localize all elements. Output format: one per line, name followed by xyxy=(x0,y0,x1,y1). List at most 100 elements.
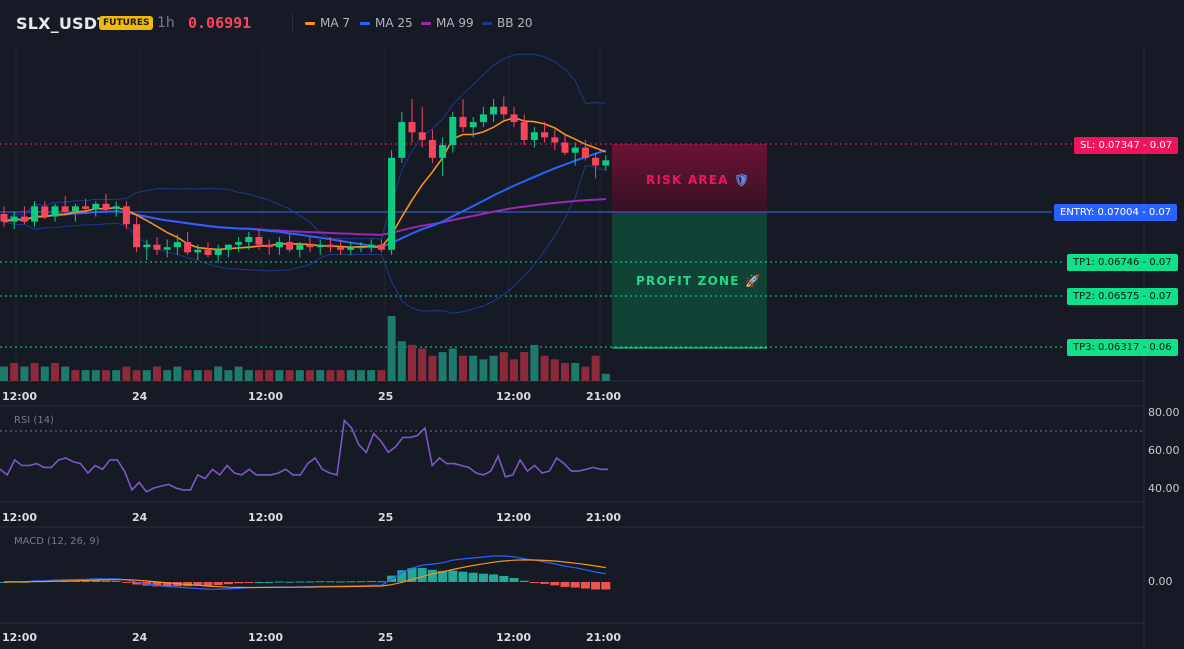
volume-bar xyxy=(601,373,610,381)
legend-ma99[interactable]: MA 99 xyxy=(421,16,474,30)
time-label: 12:00 xyxy=(496,631,531,644)
candle-body xyxy=(41,206,49,217)
candle-body xyxy=(224,244,232,250)
macd-histogram-bar xyxy=(448,570,458,582)
candle-body xyxy=(61,206,69,212)
header-divider xyxy=(292,14,293,32)
candle-body xyxy=(245,236,253,243)
macd-histogram-bar xyxy=(203,582,213,586)
macd-histogram-bar xyxy=(591,582,601,590)
volume-bar xyxy=(183,370,192,381)
candle-body xyxy=(418,132,426,140)
profit-zone-box xyxy=(612,213,767,348)
volume-bar xyxy=(479,359,488,381)
volume-bar xyxy=(336,370,345,381)
candle-body xyxy=(326,244,334,248)
volume-bar xyxy=(20,366,29,381)
volume-bar xyxy=(10,362,19,381)
volume-bar xyxy=(418,348,427,381)
volume-bar xyxy=(81,370,90,381)
time-label: 12:00 xyxy=(248,631,283,644)
volume-bar xyxy=(489,355,498,381)
volume-bar xyxy=(142,370,151,381)
macd-histogram-bar xyxy=(91,580,101,582)
macd-signal-line xyxy=(3,559,606,589)
candle-body xyxy=(337,247,345,250)
candle-body xyxy=(163,247,171,250)
macd-histogram-bar xyxy=(550,582,560,586)
volume-bar xyxy=(153,366,161,381)
time-label: 25 xyxy=(378,631,393,644)
macd-histogram-bar xyxy=(346,581,356,583)
volume-bar xyxy=(204,370,212,381)
macd-histogram-bar xyxy=(101,580,111,582)
volume-bar xyxy=(0,366,8,381)
volume-bar xyxy=(275,370,284,381)
ma99-swatch-icon xyxy=(421,21,431,25)
candle-body xyxy=(214,249,222,255)
macd-histogram-bar xyxy=(529,582,539,583)
legend-ma25-label: MA 25 xyxy=(375,16,413,30)
volume-bar xyxy=(30,362,39,381)
moving-averages xyxy=(3,116,607,251)
candle-body xyxy=(602,160,610,166)
legend-bb20[interactable]: BB 20 xyxy=(482,16,533,30)
volume-bar xyxy=(224,370,233,381)
volume-bar xyxy=(438,352,447,381)
tp2-tag: TP2: 0.06575 - 0.07 xyxy=(1067,288,1178,305)
candle-body xyxy=(184,242,192,253)
legend-bb20-label: BB 20 xyxy=(497,16,533,30)
candle-body xyxy=(235,242,243,245)
macd-histogram-bar xyxy=(285,581,295,583)
macd-histogram-bar xyxy=(213,582,223,586)
candle-body xyxy=(265,244,273,248)
trade-zones xyxy=(612,144,767,349)
volume-bar xyxy=(581,366,590,381)
candle-body xyxy=(133,224,141,248)
volume-bar xyxy=(316,370,325,381)
candle-body xyxy=(479,114,487,123)
candle-body xyxy=(398,122,406,158)
time-label: 25 xyxy=(378,511,393,524)
legend-ma7-label: MA 7 xyxy=(320,16,351,30)
macd-histogram-bar xyxy=(458,571,468,582)
legend-ma7[interactable]: MA 7 xyxy=(305,16,350,30)
macd-histogram-bar xyxy=(162,582,172,587)
candle-body xyxy=(551,137,559,143)
symbol-name[interactable]: SLX_USDT xyxy=(16,14,109,33)
shield-icon: 🛡 xyxy=(734,173,751,187)
candle-body xyxy=(20,216,28,222)
volume-bar xyxy=(571,362,580,381)
volume-bar xyxy=(346,370,355,381)
legend-ma25[interactable]: MA 25 xyxy=(360,16,413,30)
volume-bar xyxy=(265,370,274,381)
candle-body xyxy=(530,132,538,140)
macd-histogram-bar xyxy=(234,582,244,584)
macd-histogram-bar xyxy=(540,582,550,584)
volume-bar xyxy=(163,370,172,381)
volume-bar xyxy=(102,370,110,381)
candles xyxy=(0,96,610,263)
macd-histogram-bar xyxy=(499,575,509,582)
timeframe-label[interactable]: 1h xyxy=(157,15,175,31)
candle-body xyxy=(122,206,130,225)
candle-body xyxy=(469,122,477,128)
rocket-icon: 🚀 xyxy=(745,274,762,288)
macd-histogram-bar xyxy=(407,568,417,582)
chart-grid xyxy=(0,46,1145,649)
ma25-swatch-icon xyxy=(360,21,370,25)
time-label: 24 xyxy=(132,631,148,644)
entry-tag: ENTRY: 0.07004 - 0.07 xyxy=(1054,204,1178,221)
volume-bar xyxy=(387,316,396,381)
volume-bar xyxy=(469,355,478,381)
macd-histogram-bar xyxy=(244,582,254,583)
volume-bar xyxy=(357,370,365,381)
macd-histogram-bar xyxy=(417,568,427,582)
volume-bar xyxy=(51,362,59,381)
rsi-tick: 40.00 xyxy=(1148,482,1180,495)
bb20-swatch-icon xyxy=(482,21,492,25)
candle-body xyxy=(306,244,314,248)
time-label: 21:00 xyxy=(586,631,621,644)
volume-bar xyxy=(132,370,141,381)
